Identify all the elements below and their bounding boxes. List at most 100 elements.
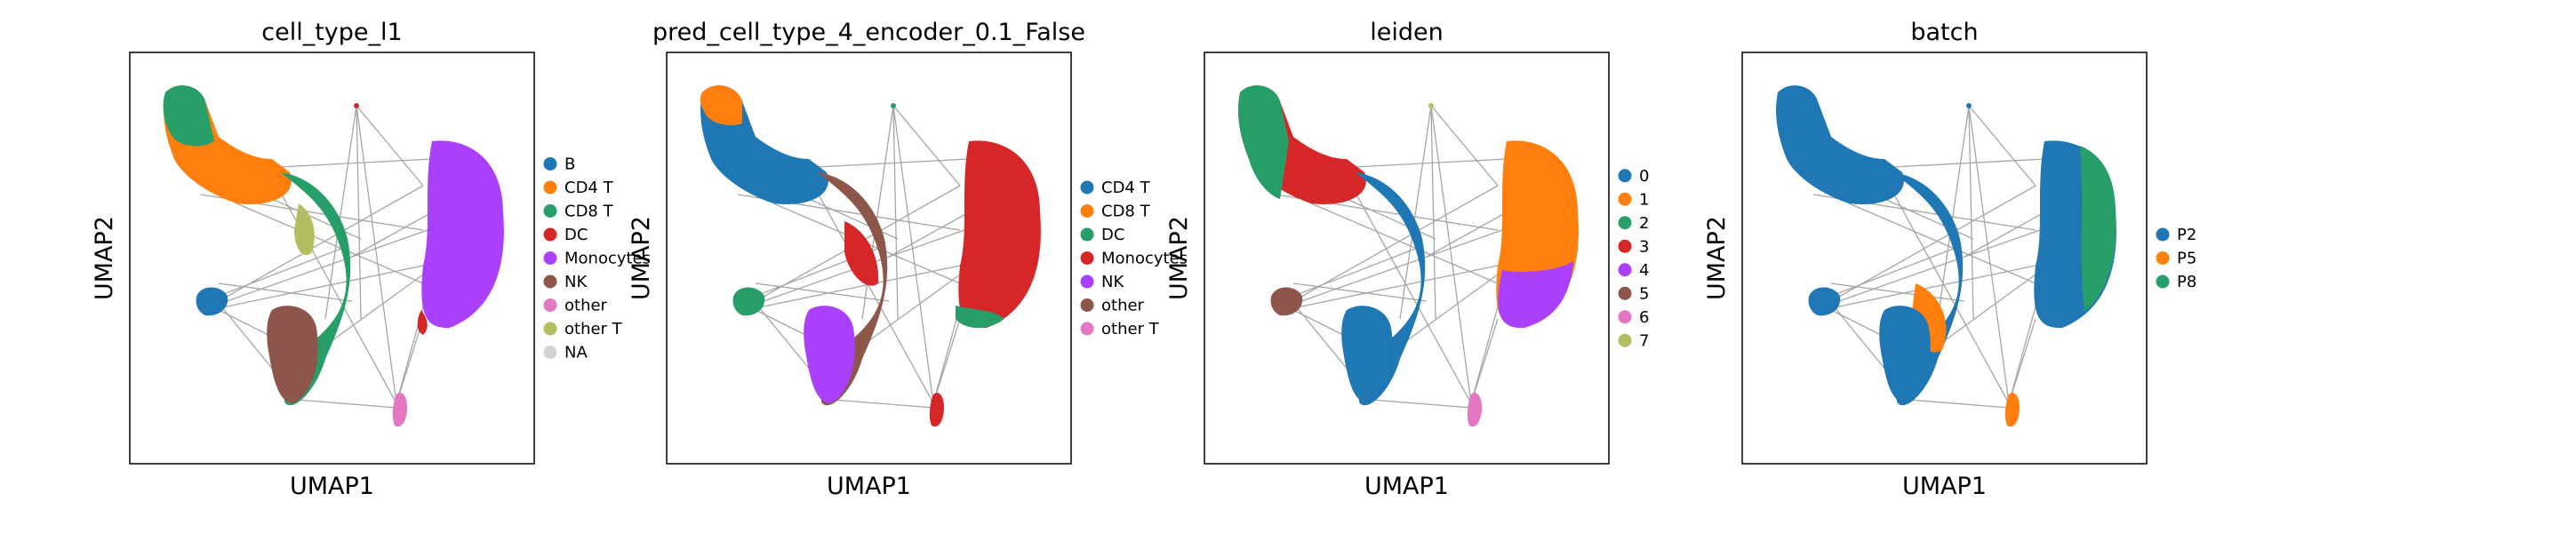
legend-label: 4 bbox=[1639, 261, 1649, 280]
panel-leiden bbox=[1204, 52, 1610, 465]
legend-marker bbox=[543, 204, 557, 218]
legend: P2 P5 P8 bbox=[2156, 226, 2196, 291]
shape-top-tip bbox=[354, 103, 359, 108]
legend-marker bbox=[543, 227, 557, 242]
shape-bottom bbox=[2004, 393, 2020, 427]
legend-label: DC bbox=[564, 226, 588, 244]
panel-title: leiden bbox=[1370, 19, 1443, 46]
panel-title: cell_type_l1 bbox=[261, 19, 402, 46]
legend-marker bbox=[543, 251, 557, 265]
legend-label: CD4 T bbox=[1101, 179, 1151, 197]
legend-label: 6 bbox=[1639, 308, 1649, 327]
legend-marker bbox=[2156, 274, 2170, 289]
panel-labels-2: leiden UMAP1 UMAP2 0 1 2 3 4 5 6 7 bbox=[1165, 19, 1649, 500]
axes-frame bbox=[1741, 52, 2148, 465]
panel-labels-1: pred_cell_type_4_encoder_0.1_False UMAP1 U… bbox=[628, 19, 1188, 500]
legend-label: CD8 T bbox=[1101, 203, 1151, 221]
shape-mid-red bbox=[844, 221, 879, 286]
legend-marker bbox=[1080, 180, 1094, 195]
legend-marker bbox=[1618, 286, 1632, 300]
legend-label: P5 bbox=[2177, 250, 2196, 268]
axes-frame bbox=[1204, 52, 1610, 465]
legend-label: other bbox=[1101, 297, 1145, 315]
legend-marker bbox=[1080, 298, 1094, 312]
shape-mid-olive bbox=[294, 203, 315, 256]
axes-frame bbox=[666, 52, 1072, 465]
panel-labels-3: batch UMAP1 UMAP2 P2 P5 P8 bbox=[1703, 19, 2196, 500]
legend-label: DC bbox=[1101, 226, 1124, 244]
legend-label: 2 bbox=[1639, 214, 1649, 233]
legend-marker bbox=[1080, 251, 1094, 265]
legend-label: 1 bbox=[1639, 190, 1649, 209]
axes-frame bbox=[129, 52, 535, 465]
panel-title: batch bbox=[1910, 19, 1978, 46]
legend-marker bbox=[543, 346, 557, 359]
legend-label: 7 bbox=[1639, 331, 1649, 350]
shape-top-tip bbox=[1966, 103, 1972, 108]
legend-label: 3 bbox=[1639, 237, 1649, 256]
shape-right-purple bbox=[1498, 261, 1573, 329]
legend-marker bbox=[543, 157, 557, 171]
legend-label: 5 bbox=[1639, 284, 1649, 303]
shape-lower bbox=[804, 306, 855, 403]
legend-label: Monocytes bbox=[1101, 250, 1188, 268]
legend-marker bbox=[543, 274, 557, 289]
shape-top-green bbox=[1238, 85, 1289, 199]
edge-bundle bbox=[182, 105, 433, 409]
legend: 0 1 2 3 4 5 6 7 bbox=[1618, 167, 1649, 350]
legend-label: other T bbox=[564, 320, 623, 338]
legend-marker bbox=[1618, 310, 1632, 324]
edge-bundle bbox=[719, 105, 970, 409]
shape-right-tail bbox=[417, 310, 428, 335]
shape-left-small bbox=[1808, 287, 1841, 316]
shape-bottom bbox=[929, 393, 944, 427]
edge-bundle bbox=[1257, 105, 1508, 409]
legend-label: P2 bbox=[2177, 226, 2196, 244]
legend-label: Monocytes bbox=[564, 250, 651, 268]
y-axis-label: UMAP2 bbox=[91, 216, 118, 300]
legend-marker bbox=[1618, 263, 1632, 277]
legend: CD4 T CD8 T DC Monocytes NK other other T bbox=[1080, 179, 1188, 338]
legend-marker bbox=[1080, 274, 1094, 289]
legend-label: CD8 T bbox=[564, 203, 614, 221]
shape-bottom bbox=[1467, 393, 1482, 427]
shape-right bbox=[421, 140, 504, 329]
legend-label: other bbox=[564, 297, 608, 315]
legend-label: NA bbox=[564, 344, 588, 362]
shape-top-tip bbox=[891, 103, 896, 108]
panel-labels-0: cell_type_l1 UMAP1 UMAP2 B CD4 T CD8 T DC Monoc… bbox=[91, 19, 651, 500]
x-axis-label: UMAP1 bbox=[290, 473, 374, 500]
legend-label: NK bbox=[1101, 273, 1124, 291]
legend-marker bbox=[1618, 333, 1632, 347]
legend-label: P8 bbox=[2177, 273, 2196, 291]
shape-lower bbox=[1879, 306, 1931, 403]
shape-top-orange bbox=[700, 85, 742, 125]
y-axis-label: UMAP2 bbox=[1703, 216, 1731, 300]
shape-right bbox=[958, 140, 1041, 329]
panel-title: pred_cell_type_4_encoder_0.1_False bbox=[652, 19, 1085, 46]
x-axis-label: UMAP1 bbox=[827, 473, 911, 500]
legend-marker bbox=[1618, 216, 1632, 230]
legend-marker bbox=[543, 298, 557, 312]
shape-lower bbox=[267, 306, 318, 403]
legend: B CD4 T CD8 T DC Monocytes NK other other T NA bbox=[543, 155, 651, 362]
shape-right-green bbox=[956, 306, 1004, 329]
legend-marker bbox=[1618, 239, 1632, 253]
legend-label: B bbox=[564, 155, 575, 174]
legend-marker bbox=[543, 322, 557, 336]
legend-marker bbox=[543, 180, 557, 195]
y-axis-label: UMAP2 bbox=[628, 216, 655, 300]
legend-marker bbox=[1080, 204, 1094, 218]
shape-left-small bbox=[196, 287, 228, 316]
legend-marker bbox=[1080, 227, 1094, 242]
panel-cell-type-l1 bbox=[129, 52, 535, 465]
legend-marker bbox=[1080, 322, 1094, 336]
panel-batch bbox=[1741, 52, 2148, 465]
x-axis-label: UMAP1 bbox=[1364, 473, 1449, 500]
labels-overlay: cell_type_l1 UMAP1 UMAP2 B CD4 T CD8 T DC Monoc… bbox=[91, 19, 2196, 500]
shape-blob-top-left bbox=[1776, 85, 1904, 204]
shape-lower bbox=[1341, 306, 1393, 403]
shape-top-tip bbox=[1428, 103, 1434, 108]
legend-marker bbox=[2156, 251, 2170, 265]
